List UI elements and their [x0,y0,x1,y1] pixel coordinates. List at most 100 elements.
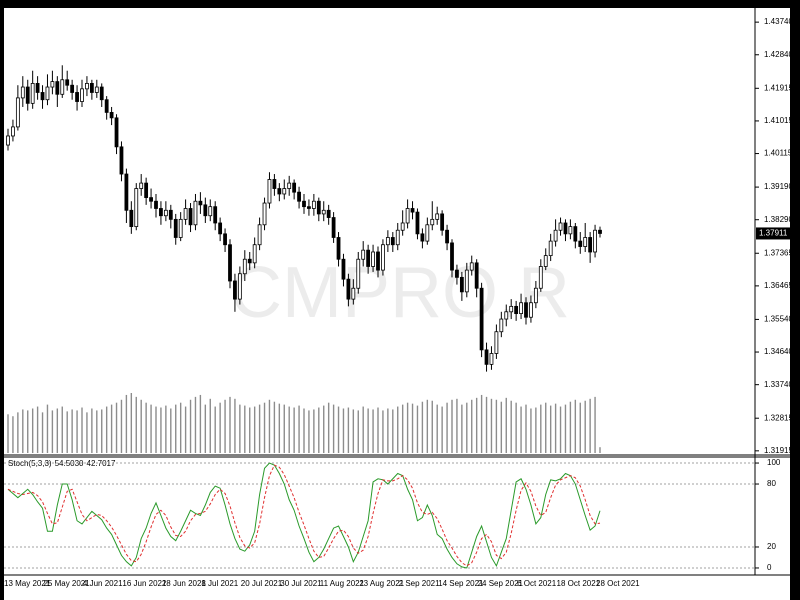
candle-body [390,237,395,246]
candle-body [109,112,114,119]
candle-body [588,237,593,253]
candle-body [6,135,10,146]
candle-body [459,276,464,293]
candle-body [252,244,257,264]
x-tick-label: 25 May 2021 [43,579,90,588]
candle-body [218,222,223,235]
candle-body [499,318,504,333]
candle-body [154,200,158,209]
y-tick-label: 100 [767,458,781,467]
x-tick-label: 6 Oct 2021 [517,579,557,588]
candle-body [430,218,435,226]
y-tick-label: 1.33740 [764,380,793,389]
candle-body [277,188,282,195]
candle-body [80,88,84,102]
y-tick-label: 1.37365 [764,248,793,257]
candle-body [55,81,60,95]
y-tick-label: 1.38290 [764,215,793,224]
y-tick-label: 1.41015 [764,116,793,125]
candle-body [178,218,183,238]
candle-body [331,217,336,238]
candle-body [395,229,400,246]
candle-body [70,84,75,93]
candle-body [40,92,45,101]
x-tick-label: 23 Aug 2021 [359,579,404,588]
candle-body [247,258,252,264]
candle-body [543,255,548,267]
candle-body [533,287,538,304]
candle-body [213,206,218,224]
candle-body [489,353,494,365]
indicator-value: 54.5030 [55,459,84,468]
candle-body [257,224,262,246]
candle-body [464,269,469,293]
candle-body [203,204,208,217]
candle-body [371,251,375,267]
watermark: CMPRO.R [230,253,570,333]
candle-body [366,249,371,267]
candle-body [208,206,213,217]
candle-body [563,222,568,235]
x-tick-label: 14 Sep 2021 [438,579,484,588]
candle-body [415,211,420,235]
candle-body [376,251,380,271]
candle-body [60,79,65,95]
y-tick-label: 0 [767,563,772,572]
candle-body [30,83,35,104]
candle-body [65,79,70,86]
candle-body [75,92,79,102]
candle-body [94,86,99,93]
candle-body [469,262,474,271]
indicator-value: 42.7017 [87,459,116,468]
candle-body [99,86,104,101]
price-label-box [756,227,790,240]
candle-body [15,97,20,128]
candle-body [168,209,173,220]
candle-body [435,213,440,220]
candle-body [519,302,523,315]
canvas [4,8,790,600]
candle-body [292,182,297,193]
candle-body [479,287,484,351]
candle-body [20,86,25,99]
candle-body [420,233,425,242]
candle-body [159,208,163,217]
candle-body [163,209,168,217]
candle-body [193,200,198,226]
candle-body [173,218,178,238]
candle-body [45,86,50,101]
candle-body [455,269,459,278]
candle-body [410,208,415,213]
candle-body [321,209,326,215]
y-tick-label: 1.39190 [764,182,793,191]
candle-body [223,233,227,246]
candle-body [381,244,385,271]
candle-body [267,179,272,204]
candle-body [50,81,55,88]
candle-body [445,229,449,244]
candle-body [183,208,188,220]
candle-body [233,280,237,300]
candle-body [35,83,40,93]
x-tick-label: 4 Jun 2021 [83,579,123,588]
y-tick-label: 80 [767,479,776,488]
x-tick-label: 11 Aug 2021 [320,579,365,588]
x-tick-label: 30 Jul 2021 [280,579,322,588]
y-tick-label: 1.41915 [764,83,793,92]
candle-body [484,349,489,365]
candle-body [316,200,321,215]
y-tick-label: 1.36465 [764,281,793,290]
candle-body [361,249,366,260]
x-tick-label: 24 Sep 2021 [478,579,524,588]
candle-body [302,200,306,208]
candle-body [558,222,563,231]
candle-body [524,302,528,318]
candle-body [149,197,153,202]
candle-body [307,206,311,209]
x-tick-label: 20 Jul 2021 [241,579,283,588]
candle-body [119,146,124,175]
candle-body [356,258,361,289]
candle-body [139,182,144,189]
indicator-header: Stoch(5,3,3) 54.5030 42.7017 [8,459,116,468]
y-tick-label: 1.43740 [764,17,793,26]
